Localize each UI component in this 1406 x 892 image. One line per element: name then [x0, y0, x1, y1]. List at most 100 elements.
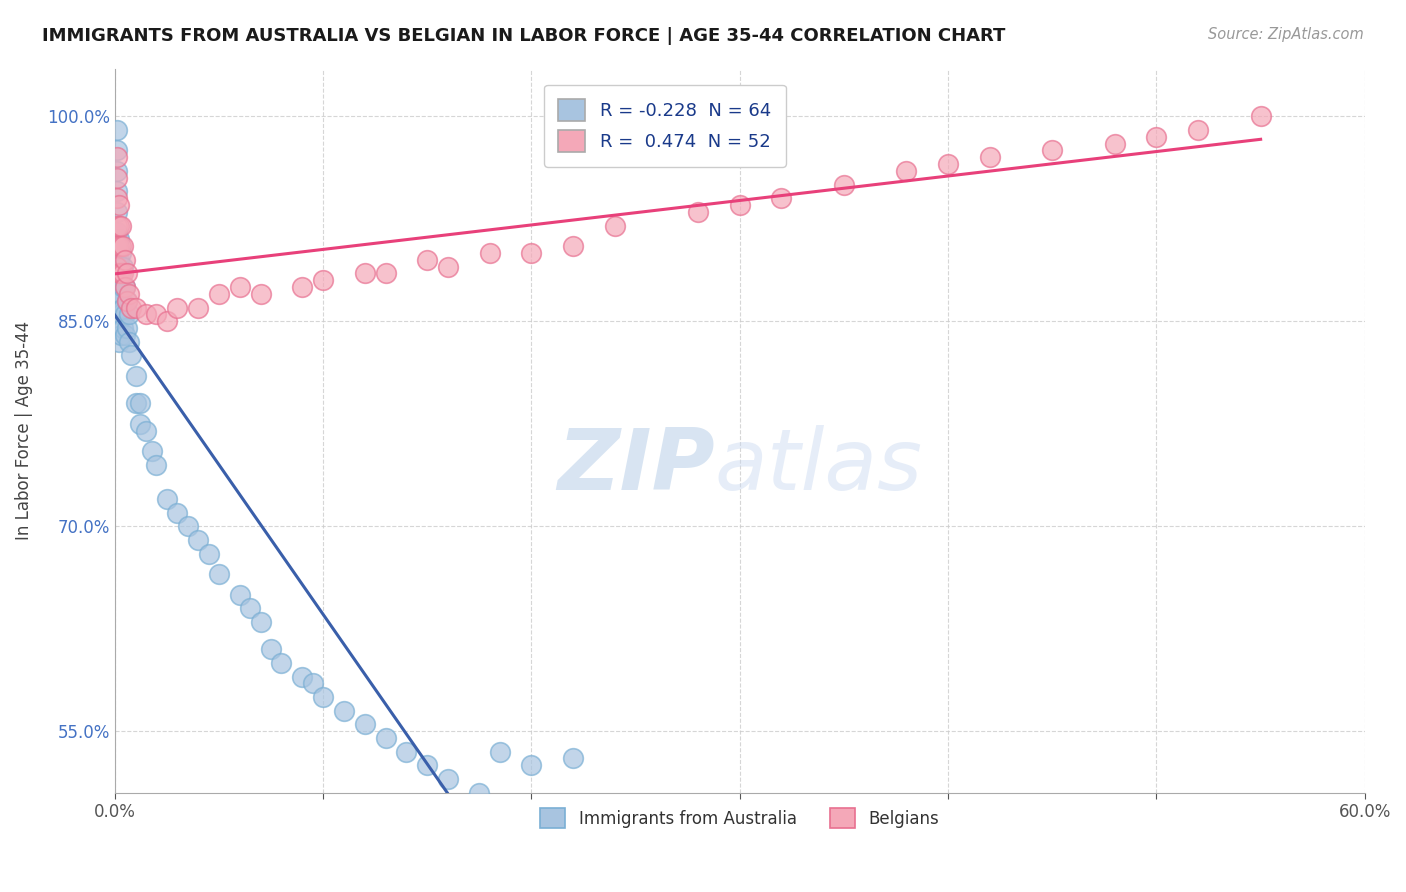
Point: [395, 745, 418, 759]
Point: [108, 252, 131, 267]
Y-axis label: In Labor Force | Age 35-44: In Labor Force | Age 35-44: [15, 321, 32, 541]
Point: [124, 396, 146, 410]
Text: ZIP: ZIP: [557, 425, 714, 508]
Point: [1146, 129, 1168, 144]
Point: [108, 267, 131, 281]
Point: [353, 267, 375, 281]
Point: [105, 287, 128, 301]
Point: [105, 219, 128, 233]
Point: [112, 239, 135, 253]
Point: [105, 150, 128, 164]
Point: [208, 567, 231, 582]
Point: [176, 519, 198, 533]
Point: [120, 301, 142, 315]
Point: [239, 601, 262, 615]
Point: [108, 198, 131, 212]
Point: [603, 219, 626, 233]
Point: [156, 314, 179, 328]
Point: [110, 308, 132, 322]
Point: [128, 417, 150, 431]
Point: [270, 656, 292, 670]
Point: [374, 267, 396, 281]
Point: [437, 260, 460, 274]
Point: [229, 280, 252, 294]
Point: [114, 252, 136, 267]
Legend: Immigrants from Australia, Belgians: Immigrants from Australia, Belgians: [534, 801, 946, 835]
Point: [166, 506, 188, 520]
Point: [110, 328, 132, 343]
Point: [166, 301, 188, 315]
Point: [145, 458, 167, 472]
Point: [108, 273, 131, 287]
Point: [145, 308, 167, 322]
Point: [1250, 109, 1272, 123]
Point: [118, 334, 141, 349]
Point: [896, 164, 918, 178]
Point: [105, 308, 128, 322]
Point: [1187, 123, 1209, 137]
Point: [291, 280, 314, 294]
Point: [114, 280, 136, 294]
Point: [416, 252, 439, 267]
Point: [110, 239, 132, 253]
Point: [108, 334, 131, 349]
Point: [260, 642, 283, 657]
Point: [108, 293, 131, 308]
Point: [333, 704, 356, 718]
Point: [112, 321, 135, 335]
Point: [117, 321, 139, 335]
Point: [110, 267, 132, 281]
Point: [105, 239, 128, 253]
Point: [128, 396, 150, 410]
Point: [291, 669, 314, 683]
Point: [117, 293, 139, 308]
Point: [936, 157, 959, 171]
Point: [105, 191, 128, 205]
Point: [135, 424, 157, 438]
Point: [112, 267, 135, 281]
Point: [688, 205, 710, 219]
Point: [105, 170, 128, 185]
Point: [112, 260, 135, 274]
Point: [117, 267, 139, 281]
Point: [114, 280, 136, 294]
Point: [108, 219, 131, 233]
Text: IMMIGRANTS FROM AUSTRALIA VS BELGIAN IN LABOR FORCE | AGE 35-44 CORRELATION CHAR: IMMIGRANTS FROM AUSTRALIA VS BELGIAN IN …: [42, 27, 1005, 45]
Point: [124, 301, 146, 315]
Point: [112, 301, 135, 315]
Point: [141, 444, 163, 458]
Point: [249, 615, 271, 629]
Point: [105, 267, 128, 281]
Point: [478, 246, 501, 260]
Point: [118, 287, 141, 301]
Point: [118, 308, 141, 322]
Text: Source: ZipAtlas.com: Source: ZipAtlas.com: [1208, 27, 1364, 42]
Point: [114, 308, 136, 322]
Point: [468, 786, 491, 800]
Point: [105, 226, 128, 240]
Point: [208, 287, 231, 301]
Text: atlas: atlas: [714, 425, 922, 508]
Point: [416, 758, 439, 772]
Point: [117, 293, 139, 308]
Point: [229, 588, 252, 602]
Point: [562, 751, 585, 765]
Point: [110, 287, 132, 301]
Point: [110, 267, 132, 281]
Point: [520, 758, 543, 772]
Point: [770, 191, 793, 205]
Point: [187, 533, 209, 547]
Point: [562, 239, 585, 253]
Point: [108, 314, 131, 328]
Point: [105, 144, 128, 158]
Point: [301, 676, 323, 690]
Point: [105, 164, 128, 178]
Point: [1040, 144, 1063, 158]
Point: [110, 219, 132, 233]
Point: [120, 348, 142, 362]
Point: [110, 246, 132, 260]
Point: [105, 246, 128, 260]
Point: [197, 547, 219, 561]
Point: [520, 246, 543, 260]
Point: [124, 368, 146, 383]
